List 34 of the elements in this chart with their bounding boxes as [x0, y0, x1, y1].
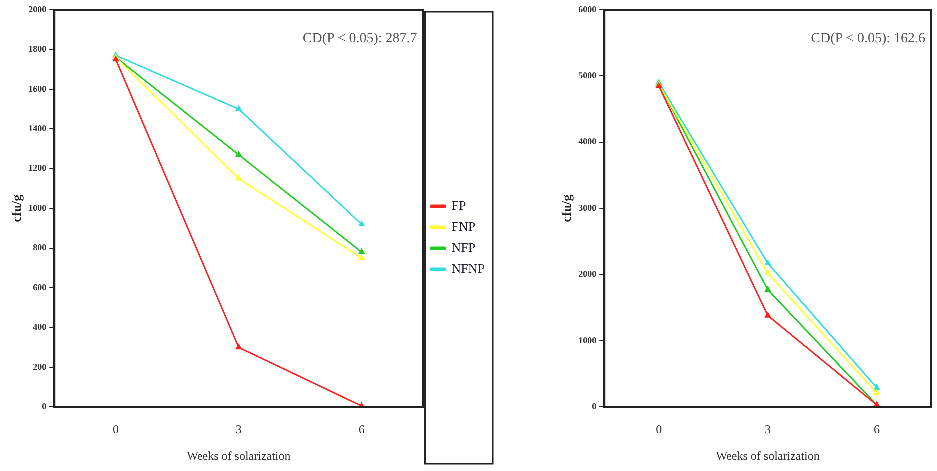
y-tick-label: 3000: [578, 202, 598, 213]
x-tick-label: 0: [656, 422, 662, 437]
y-tick-label: 1000: [578, 335, 598, 346]
y-tick-label: 600: [33, 282, 48, 292]
legend-label: FNP: [452, 218, 476, 234]
legend-label: NFNP: [452, 260, 486, 276]
y-tick-label: 1800: [28, 44, 48, 54]
y-tick-label: 0: [42, 402, 48, 412]
x-axis-title: Weeks of solarization: [716, 448, 820, 463]
x-tick-label: 6: [874, 422, 880, 437]
x-tick-label: 6: [358, 422, 365, 437]
y-tick-label: 2000: [578, 269, 598, 280]
x-tick-label: 0: [113, 422, 120, 437]
x-tick-label: 3: [236, 422, 242, 437]
annotation: CD(P < 0.05): 162.6: [811, 32, 926, 47]
y-tick-label: 6000: [578, 4, 598, 14]
y-tick-label: 4000: [578, 136, 598, 147]
y-tick-label: 200: [33, 362, 48, 372]
y-tick-label: 1400: [28, 123, 48, 134]
y-tick-label: 2000: [28, 4, 48, 14]
y-tick-label: 1200: [28, 163, 48, 174]
y-tick-label: 400: [33, 322, 48, 332]
legend-label: NFP: [452, 240, 476, 255]
y-axis-title: cfu/g: [559, 194, 574, 222]
x-tick-label: 3: [765, 422, 772, 437]
x-axis-title: Weeks of solarization: [187, 448, 291, 463]
y-tick-label: 0: [592, 402, 598, 412]
y-tick-label: 5000: [578, 70, 598, 81]
y-axis-title: cfu/g: [9, 194, 24, 222]
annotation: CD(P < 0.05): 287.7: [302, 32, 418, 47]
legend-label: FP: [452, 198, 466, 213]
y-tick-label: 1000: [28, 202, 48, 213]
y-tick-label: 1600: [28, 84, 48, 94]
y-tick-label: 800: [33, 242, 48, 253]
